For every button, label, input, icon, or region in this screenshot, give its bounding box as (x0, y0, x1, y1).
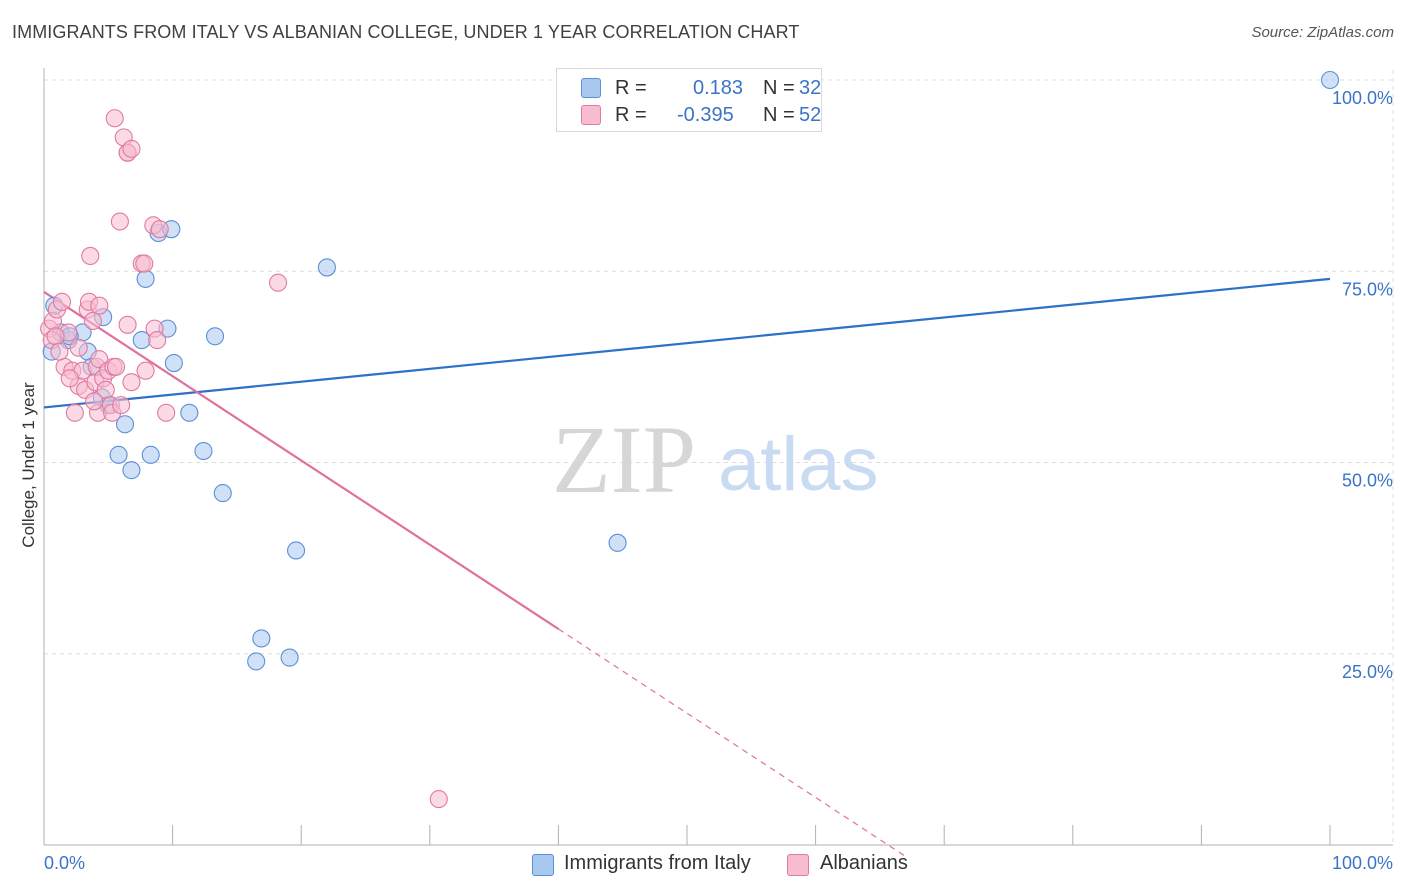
trend-lines (43, 277, 1331, 857)
data-points (40, 70, 1340, 809)
correlation-legend: R = 0.183 N = 32 R = -0.395 N = 52 (556, 68, 822, 132)
legend-r-value: 0.183 (693, 76, 744, 99)
italy-point-10 (115, 415, 135, 434)
italy-point-12 (122, 461, 141, 480)
albanian-point-50 (60, 369, 79, 388)
albanian-point-40 (136, 361, 155, 380)
legend-n-value: 52 (799, 103, 822, 126)
italy-point-22 (205, 327, 225, 346)
watermark-zip: ZIP (552, 406, 696, 513)
legend-swatch-italy (581, 78, 601, 98)
albanian-point-16 (83, 311, 102, 331)
italy-point-27 (287, 541, 306, 560)
trend-line-series-1 (43, 290, 560, 630)
italy-point-30 (1320, 70, 1340, 90)
chart-title: IMMIGRANTS FROM ITALY VS ALBANIAN COLLEG… (12, 22, 800, 42)
x-tick-label: 100.0% (1332, 853, 1393, 873)
axes (43, 68, 1393, 846)
trend-line-extension-series-1 (558, 628, 906, 857)
albanian-point-36 (122, 373, 141, 392)
italy-point-29 (608, 533, 627, 552)
legend-swatch-albanians (787, 854, 809, 876)
albanian-point-4 (52, 292, 72, 311)
trend-line-series-0 (43, 277, 1331, 409)
legend-r-label: R = (615, 103, 647, 126)
albanian-point-44 (150, 220, 169, 239)
albanian-point-49 (50, 342, 69, 361)
legend-label-albanians: Albanians (820, 852, 908, 874)
legend-r-value: -0.395 (677, 103, 734, 126)
watermark-atlas: atlas (718, 422, 879, 507)
albanian-point-28 (105, 109, 124, 128)
italy-point-15 (136, 269, 155, 288)
albanian-point-15 (81, 246, 100, 265)
italy-point-13 (141, 445, 160, 464)
albanian-point-29 (106, 357, 126, 376)
albanian-point-51 (85, 392, 104, 411)
italy-point-25 (252, 629, 271, 648)
y-tick-label: 75.0% (1342, 279, 1393, 299)
italy-point-20 (180, 403, 199, 422)
albanian-point-48 (46, 327, 65, 346)
italy-point-24 (247, 652, 266, 671)
albanian-point-47 (429, 790, 448, 809)
albanian-point-43 (148, 331, 167, 350)
albanian-point-45 (157, 403, 176, 422)
x-tick-label: 0.0% (44, 853, 85, 873)
legend-swatch-italy (532, 854, 554, 876)
italy-point-19 (164, 353, 183, 373)
italy-point-28 (317, 258, 336, 277)
italy-point-21 (194, 441, 213, 461)
legend-n-value: 32 (799, 76, 822, 99)
italy-point-11 (109, 445, 128, 464)
albanian-point-8 (65, 403, 84, 422)
y-axis-label: College, Under 1 year (19, 382, 38, 548)
albanian-point-39 (135, 254, 154, 273)
albanian-point-31 (112, 396, 131, 415)
legend-n-label: N = (763, 103, 795, 126)
legend-label-italy: Immigrants from Italy (564, 852, 751, 874)
albanian-point-30 (110, 212, 129, 231)
y-tick-label: 50.0% (1342, 471, 1393, 491)
y-tick-label: 25.0% (1342, 662, 1393, 682)
albanian-point-10 (69, 338, 88, 357)
legend-swatch-albanians (581, 105, 601, 125)
legend-n-label: N = (763, 76, 795, 99)
series-legend: Immigrants from Italy Albanians (0, 852, 1406, 878)
y-tick-label: 100.0% (1332, 88, 1393, 108)
italy-point-26 (280, 648, 299, 667)
italy-point-23 (213, 484, 232, 503)
source-label: Source: ZipAtlas.com (1251, 24, 1394, 41)
albanian-point-37 (122, 139, 141, 158)
albanian-point-34 (118, 315, 137, 334)
albanian-point-46 (269, 273, 288, 292)
albanian-point-21 (90, 296, 109, 315)
legend-r-label: R = (615, 76, 647, 99)
tick-labels: 25.0% 50.0% 75.0% 100.0% 0.0% 100.0% (44, 88, 1393, 873)
